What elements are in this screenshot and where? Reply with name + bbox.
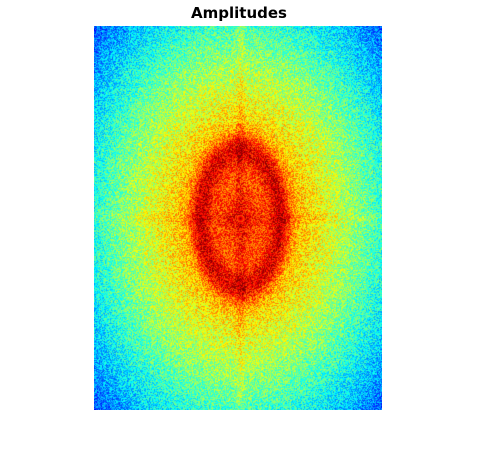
chart-title: Amplitudes [191,4,287,22]
amplitude-heatmap [94,26,382,410]
